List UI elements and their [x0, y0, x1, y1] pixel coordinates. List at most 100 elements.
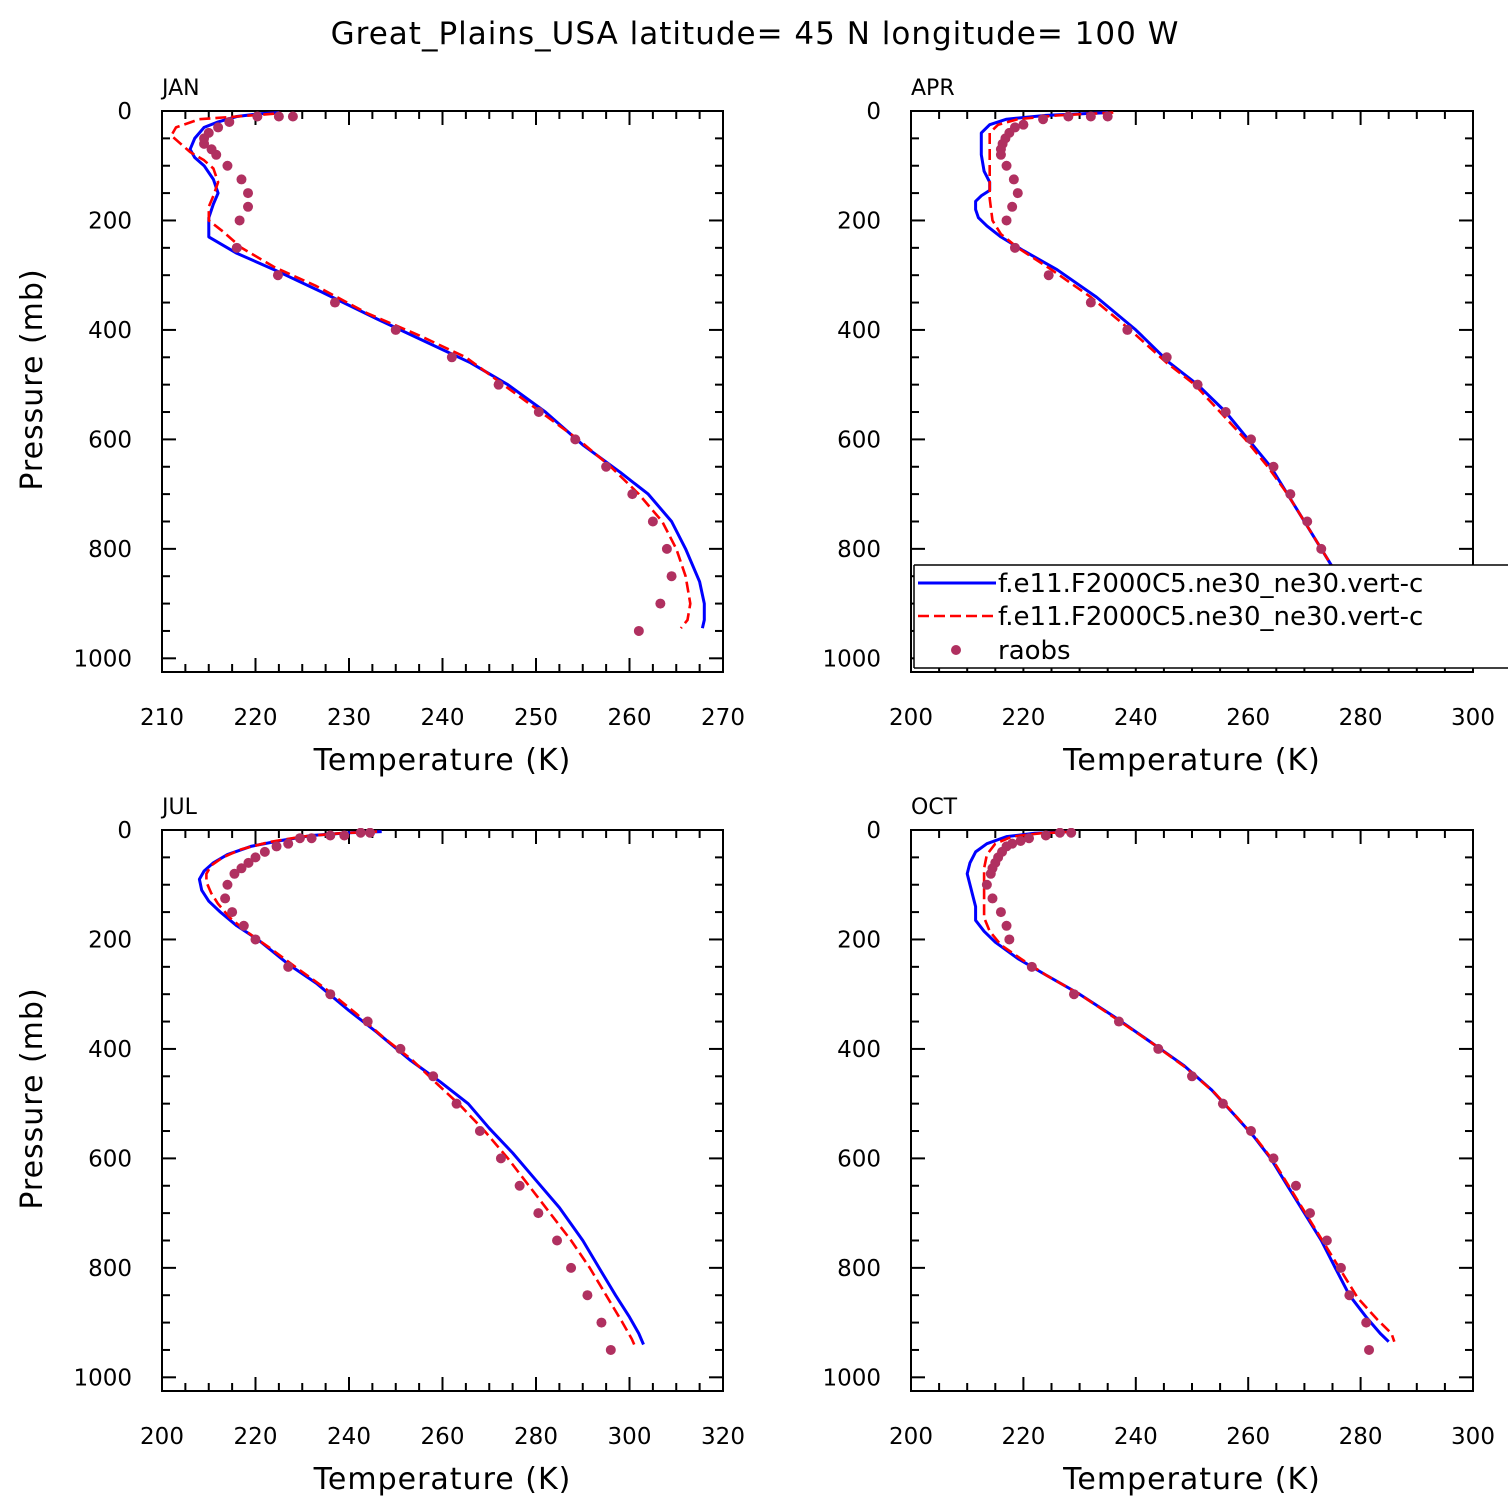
y-tick-label: 800 — [88, 1256, 132, 1282]
raobs-point — [250, 934, 261, 945]
raobs-point — [1302, 516, 1313, 527]
y-tick-label: 800 — [88, 537, 132, 563]
y-tick-label: 1000 — [73, 646, 132, 672]
raobs-point — [1015, 835, 1026, 846]
raobs-point — [365, 828, 376, 838]
raobs-point — [981, 879, 992, 890]
raobs-point — [985, 868, 996, 879]
plot-frame — [910, 829, 1474, 1392]
raobs-point — [243, 188, 254, 199]
x-tick-label: 300 — [1451, 705, 1495, 731]
panel-jan: JAN 210 220 230 240 250 260 270 0 200 400 600 800 100… — [15, 76, 745, 778]
raobs-point — [1008, 174, 1019, 185]
raobs-point — [243, 201, 254, 212]
y-tick-label: 200 — [88, 208, 132, 234]
raobs-point — [647, 516, 658, 527]
raobs-point — [474, 1126, 485, 1137]
panel-label: OCT — [911, 795, 958, 820]
raobs-point — [213, 122, 224, 133]
raobs-point — [1009, 242, 1020, 253]
legend-entry-label: f.e11.F2000C5.ne30_ne30.vert-c — [998, 569, 1423, 599]
raobs-point — [1113, 1016, 1124, 1027]
raobs-point — [605, 1344, 616, 1355]
y-tick-label: 0 — [117, 818, 132, 844]
model-line-solid — [188, 111, 706, 629]
raobs-point — [306, 833, 317, 844]
raobs-point — [272, 270, 283, 281]
legend-entry-label: f.e11.F2000C5.ne30_ne30.vert-c — [998, 602, 1423, 632]
raobs-point — [1004, 934, 1015, 945]
raobs-point — [220, 893, 231, 904]
legend-entry-label: raobs — [998, 636, 1071, 666]
y-axis-label: Pressure (mb) — [15, 987, 50, 1209]
raobs-point — [395, 1043, 406, 1054]
y-tick-label: 600 — [837, 427, 881, 453]
y-tick-label: 1000 — [73, 1365, 132, 1391]
raobs-point — [495, 1153, 506, 1164]
raobs-point — [234, 215, 245, 226]
raobs-point — [566, 1262, 577, 1273]
y-tick-label: 600 — [88, 427, 132, 453]
raobs-point — [339, 830, 350, 841]
raobs-point — [294, 833, 305, 844]
panels: JAN 210 220 230 240 250 260 270 0 200 400 600 800 100… — [15, 76, 1508, 1497]
x-tick-label: 270 — [701, 705, 745, 731]
y-axis-label: Pressure (mb) — [15, 268, 50, 490]
x-tick-label: 280 — [514, 1424, 558, 1450]
raobs-point — [1001, 215, 1012, 226]
raobs-point — [533, 1208, 544, 1219]
y-tick-label: 600 — [88, 1146, 132, 1172]
raobs-point — [222, 879, 233, 890]
raobs-point — [1066, 828, 1077, 838]
raobs-point — [1024, 833, 1035, 844]
raobs-point — [273, 111, 284, 122]
raobs-point — [446, 352, 457, 363]
raobs-point — [1364, 1344, 1375, 1355]
legend-background — [914, 565, 1508, 668]
x-tick-label: 200 — [889, 1424, 933, 1450]
raobs-point — [666, 571, 677, 582]
raobs-point — [1361, 1317, 1372, 1328]
raobs-point — [1122, 324, 1133, 335]
x-tick-label: 220 — [1001, 705, 1045, 731]
raobs-point — [271, 841, 282, 852]
raobs-point — [1012, 188, 1023, 199]
panel-oct: OCT 200 220 240 260 280 300 0 200 400 600 800 1000 Te… — [822, 795, 1495, 1497]
raobs-point — [390, 324, 401, 335]
raobs-point — [1316, 543, 1327, 554]
y-tick-label: 800 — [837, 1256, 881, 1282]
y-tick-label: 400 — [837, 318, 881, 344]
raobs-point — [627, 489, 638, 500]
raobs-point — [252, 111, 263, 122]
raobs-point — [596, 1317, 607, 1328]
panel-jul: JUL 200 220 240 260 280 300 320 0 200 400 600 800 100… — [15, 795, 745, 1497]
panel-label: JUL — [160, 795, 198, 820]
x-tick-label: 200 — [889, 705, 933, 731]
raobs-point — [1285, 489, 1296, 500]
model-line-solid — [965, 830, 1390, 1343]
x-tick-label: 260 — [1226, 705, 1270, 731]
raobs-point — [1335, 1262, 1346, 1273]
raobs-point — [1192, 379, 1203, 390]
raobs-point — [1161, 352, 1172, 363]
raobs-point — [224, 116, 235, 127]
raobs-point — [1246, 1126, 1257, 1137]
raobs-point — [329, 297, 340, 308]
y-tick-label: 200 — [837, 208, 881, 234]
x-tick-label: 260 — [421, 1424, 465, 1450]
model-line-dashed — [170, 112, 692, 630]
y-tick-label: 1000 — [822, 1365, 881, 1391]
x-tick-label: 240 — [421, 705, 465, 731]
data-series — [197, 828, 645, 1355]
raobs-point — [1068, 989, 1079, 1000]
x-tick-label: 260 — [1226, 1424, 1270, 1450]
raobs-point — [1007, 201, 1018, 212]
raobs-point — [514, 1180, 525, 1191]
x-axis-label: Temperature (K) — [1062, 1462, 1321, 1497]
raobs-point — [1054, 828, 1065, 838]
figure-title: Great_Plains_USA latitude= 45 N longitud… — [331, 16, 1180, 52]
raobs-point — [451, 1098, 462, 1109]
x-tick-label: 220 — [234, 705, 278, 731]
x-axis-label: Temperature (K) — [313, 1462, 572, 1497]
x-tick-label: 220 — [1001, 1424, 1045, 1450]
